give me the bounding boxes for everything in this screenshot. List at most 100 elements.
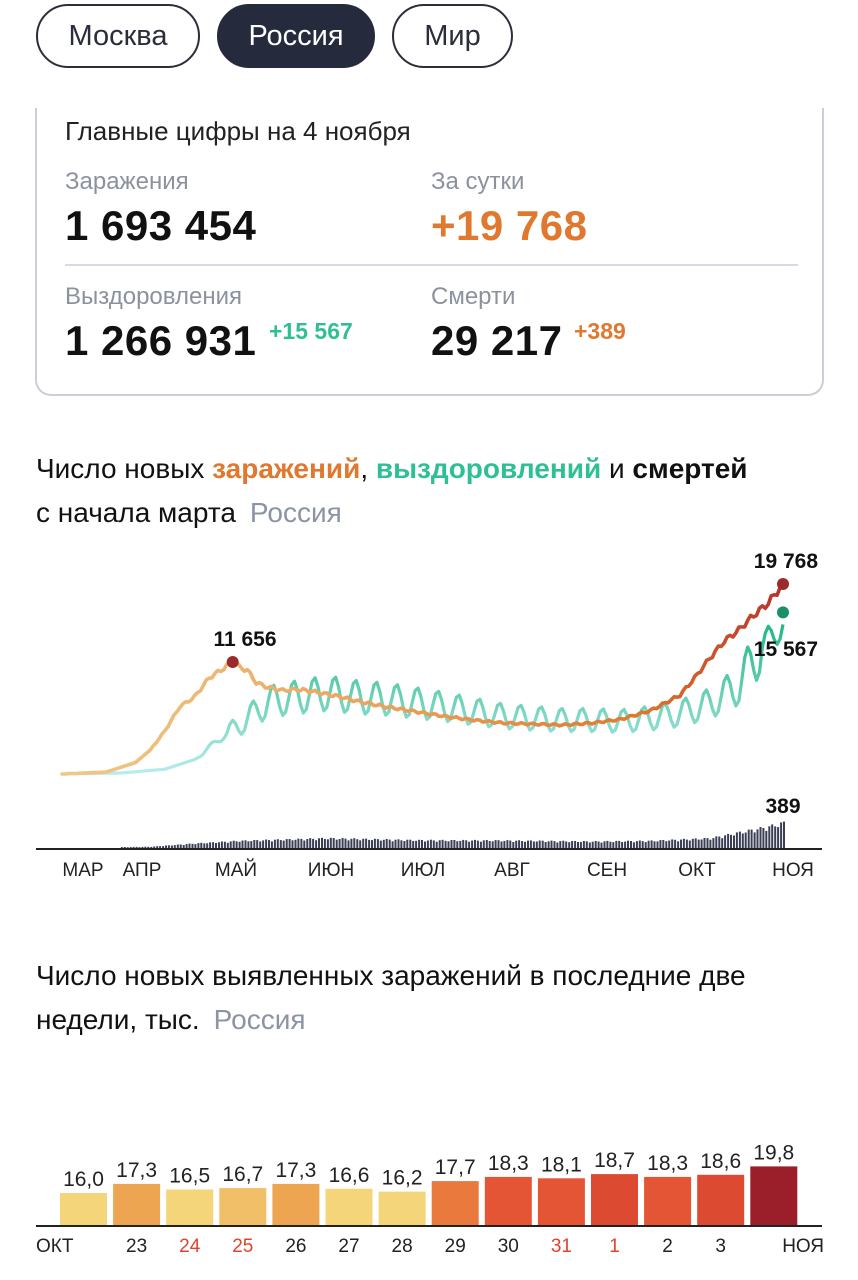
- deaths-bar: [167, 845, 170, 848]
- deaths-bar: [215, 843, 217, 848]
- deaths-bar: [532, 841, 535, 848]
- deaths-bar: [438, 840, 441, 848]
- deaths-bar: [432, 840, 435, 848]
- deaths-bar: [638, 840, 641, 848]
- deaths-bar: [397, 839, 400, 848]
- deaths-bar: [730, 834, 732, 848]
- deaths-bar: [579, 841, 582, 848]
- deaths-bar: [482, 840, 485, 848]
- deaths-label: Смерти: [431, 283, 516, 310]
- deaths-bar: [400, 840, 403, 848]
- deaths-bar: [444, 840, 447, 848]
- recoveries-value: 1 266 931: [65, 317, 257, 364]
- deaths-bar: [218, 842, 220, 848]
- day-tick-label: 23: [126, 1236, 147, 1257]
- bar-chart-bars: 16,0 17,3 16,5 16,7 17,3 16,6 16,2 17,7 18,3 18,1…: [60, 1141, 798, 1225]
- bar: [60, 1193, 107, 1225]
- bar-value-label: 16,7: [222, 1163, 263, 1186]
- deaths-bar: [373, 838, 376, 848]
- deaths-bar: [179, 844, 182, 848]
- deaths-bar: [774, 826, 777, 848]
- bar: [431, 1181, 479, 1225]
- deaths-bar: [424, 841, 426, 848]
- deaths-bar: [500, 841, 503, 848]
- deaths-bar: [630, 841, 632, 848]
- tab-world[interactable]: Мир: [392, 4, 513, 68]
- deaths-bar: [391, 841, 394, 848]
- deaths-bar: [191, 843, 194, 848]
- deaths-bar: [712, 838, 715, 848]
- deaths-bar: [615, 840, 618, 848]
- deaths-bar: [365, 838, 368, 848]
- bar: [219, 1188, 267, 1225]
- infections-peak-marker: [226, 655, 239, 668]
- deaths-series: [120, 821, 785, 848]
- deaths-bar: [624, 841, 627, 848]
- deaths-bar: [262, 840, 265, 848]
- bar-value-label: 17,7: [435, 1156, 476, 1179]
- deaths-bar: [123, 847, 126, 848]
- tab-moscow[interactable]: Москва: [36, 4, 200, 68]
- deaths-bar: [691, 838, 694, 848]
- deaths-bar: [750, 829, 753, 848]
- deaths-bar: [159, 846, 162, 848]
- day-tick-label: 28: [392, 1236, 413, 1257]
- deaths-bar: [323, 839, 326, 848]
- line-title-and: и: [601, 453, 633, 484]
- deaths-bar: [229, 841, 232, 848]
- bar: [484, 1176, 532, 1225]
- deaths-bar: [356, 839, 359, 848]
- deaths-delta: +389: [574, 318, 626, 344]
- deaths-bar: [680, 839, 682, 848]
- line-chart-title: Число новых заражений, выздоровлений и с…: [36, 447, 836, 535]
- daily-label: За сутки: [431, 168, 525, 195]
- deaths-bar: [671, 839, 674, 848]
- deaths-bar: [550, 840, 553, 848]
- infections-last-label: 19 768: [754, 550, 819, 573]
- deaths-bar: [597, 841, 600, 848]
- deaths-bar: [694, 838, 697, 848]
- bar-title-region: Россия: [213, 1004, 306, 1035]
- day-tick-label: 3: [715, 1236, 726, 1257]
- daily-value: +19 768: [431, 202, 588, 249]
- deaths-bar: [677, 841, 680, 848]
- recoveries-last-label: 15 567: [754, 638, 818, 661]
- deaths-bar: [394, 839, 397, 848]
- infections-line: [60, 578, 785, 776]
- bar: [272, 1183, 320, 1225]
- month-tick-label: АПР: [123, 860, 162, 881]
- bar-value-label: 17,3: [116, 1159, 157, 1182]
- deaths-bar: [741, 833, 744, 848]
- deaths-bar: [641, 841, 644, 848]
- deaths-bar: [688, 840, 691, 848]
- deaths-bar: [568, 842, 571, 848]
- month-tick-label: ОКТ: [678, 860, 716, 881]
- deaths-bar: [306, 839, 309, 848]
- month-tick-label: НОЯ: [772, 860, 814, 881]
- deaths-bar: [238, 841, 241, 848]
- deaths-bar: [315, 840, 318, 848]
- deaths-bar: [347, 840, 350, 848]
- bar: [166, 1189, 214, 1225]
- deaths-bar: [359, 840, 362, 848]
- deaths-bar: [538, 840, 541, 848]
- day-tick-label: ОКТ: [36, 1236, 74, 1257]
- deaths-bar: [253, 840, 256, 848]
- deaths-bar: [485, 840, 488, 848]
- deaths-bar: [535, 841, 538, 848]
- deaths-bar: [150, 846, 153, 848]
- deaths-bar: [303, 840, 306, 848]
- deaths-bar: [518, 840, 521, 848]
- deaths-bar: [341, 838, 344, 848]
- tab-russia[interactable]: Россия: [217, 4, 375, 68]
- deaths-bar: [468, 841, 471, 848]
- bar-chart-title: Число новых выявленных заражений в после…: [36, 954, 836, 1042]
- deaths-bar: [135, 846, 138, 848]
- deaths-bar: [285, 839, 288, 848]
- bar-value-label: 18,1: [541, 1153, 582, 1176]
- deaths-bar: [371, 840, 373, 848]
- month-tick-label: МАЙ: [215, 859, 257, 881]
- deaths-bar: [385, 839, 388, 848]
- day-tick-label: 27: [338, 1236, 359, 1257]
- deaths-bar: [126, 847, 129, 848]
